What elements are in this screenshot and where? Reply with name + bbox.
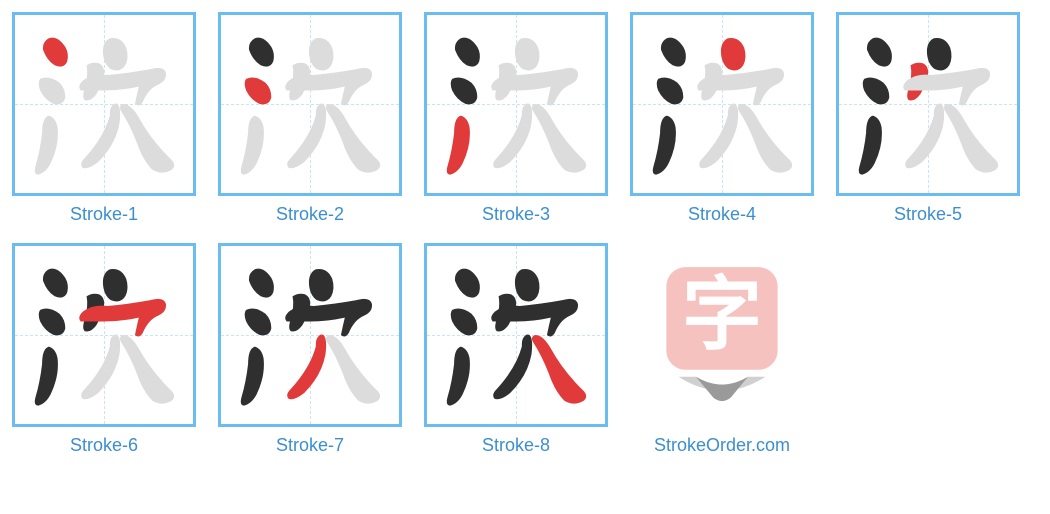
stroke-cell: Stroke-1 [12,12,196,225]
stroke-cell: Stroke-3 [424,12,608,225]
character-strokes [633,15,811,193]
character-strokes [839,15,1017,193]
stroke-cell: Stroke-8 [424,243,608,456]
stroke-label: Stroke-8 [482,435,550,456]
brand-cell: 字 StrokeOrder.com [630,243,814,456]
stroke-box [424,12,608,196]
stroke-cell: Stroke-4 [630,12,814,225]
stroke-box [836,12,1020,196]
stroke-label: Stroke-4 [688,204,756,225]
brand-logo-icon: 字 [642,255,802,415]
svg-text:字: 字 [682,270,762,359]
brand-logo: 字 [630,243,814,427]
stroke-cell: Stroke-6 [12,243,196,456]
character-strokes [221,15,399,193]
character-strokes [427,246,605,424]
stroke-label: Stroke-5 [894,204,962,225]
stroke-box [218,12,402,196]
stroke-label: Stroke-2 [276,204,344,225]
stroke-label: Stroke-7 [276,435,344,456]
character-strokes [15,246,193,424]
stroke-cell: Stroke-5 [836,12,1020,225]
stroke-box [12,243,196,427]
stroke-label: Stroke-3 [482,204,550,225]
stroke-label: Stroke-1 [70,204,138,225]
stroke-box [218,243,402,427]
character-strokes [221,246,399,424]
stroke-box [12,12,196,196]
stroke-label: Stroke-6 [70,435,138,456]
brand-label: StrokeOrder.com [654,435,790,456]
stroke-box [424,243,608,427]
stroke-grid: Stroke-1 Stroke-2 Stroke-3 Stroke-4 Stro… [12,12,1038,456]
character-strokes [427,15,605,193]
stroke-box [630,12,814,196]
character-strokes [15,15,193,193]
stroke-cell: Stroke-2 [218,12,402,225]
stroke-cell: Stroke-7 [218,243,402,456]
